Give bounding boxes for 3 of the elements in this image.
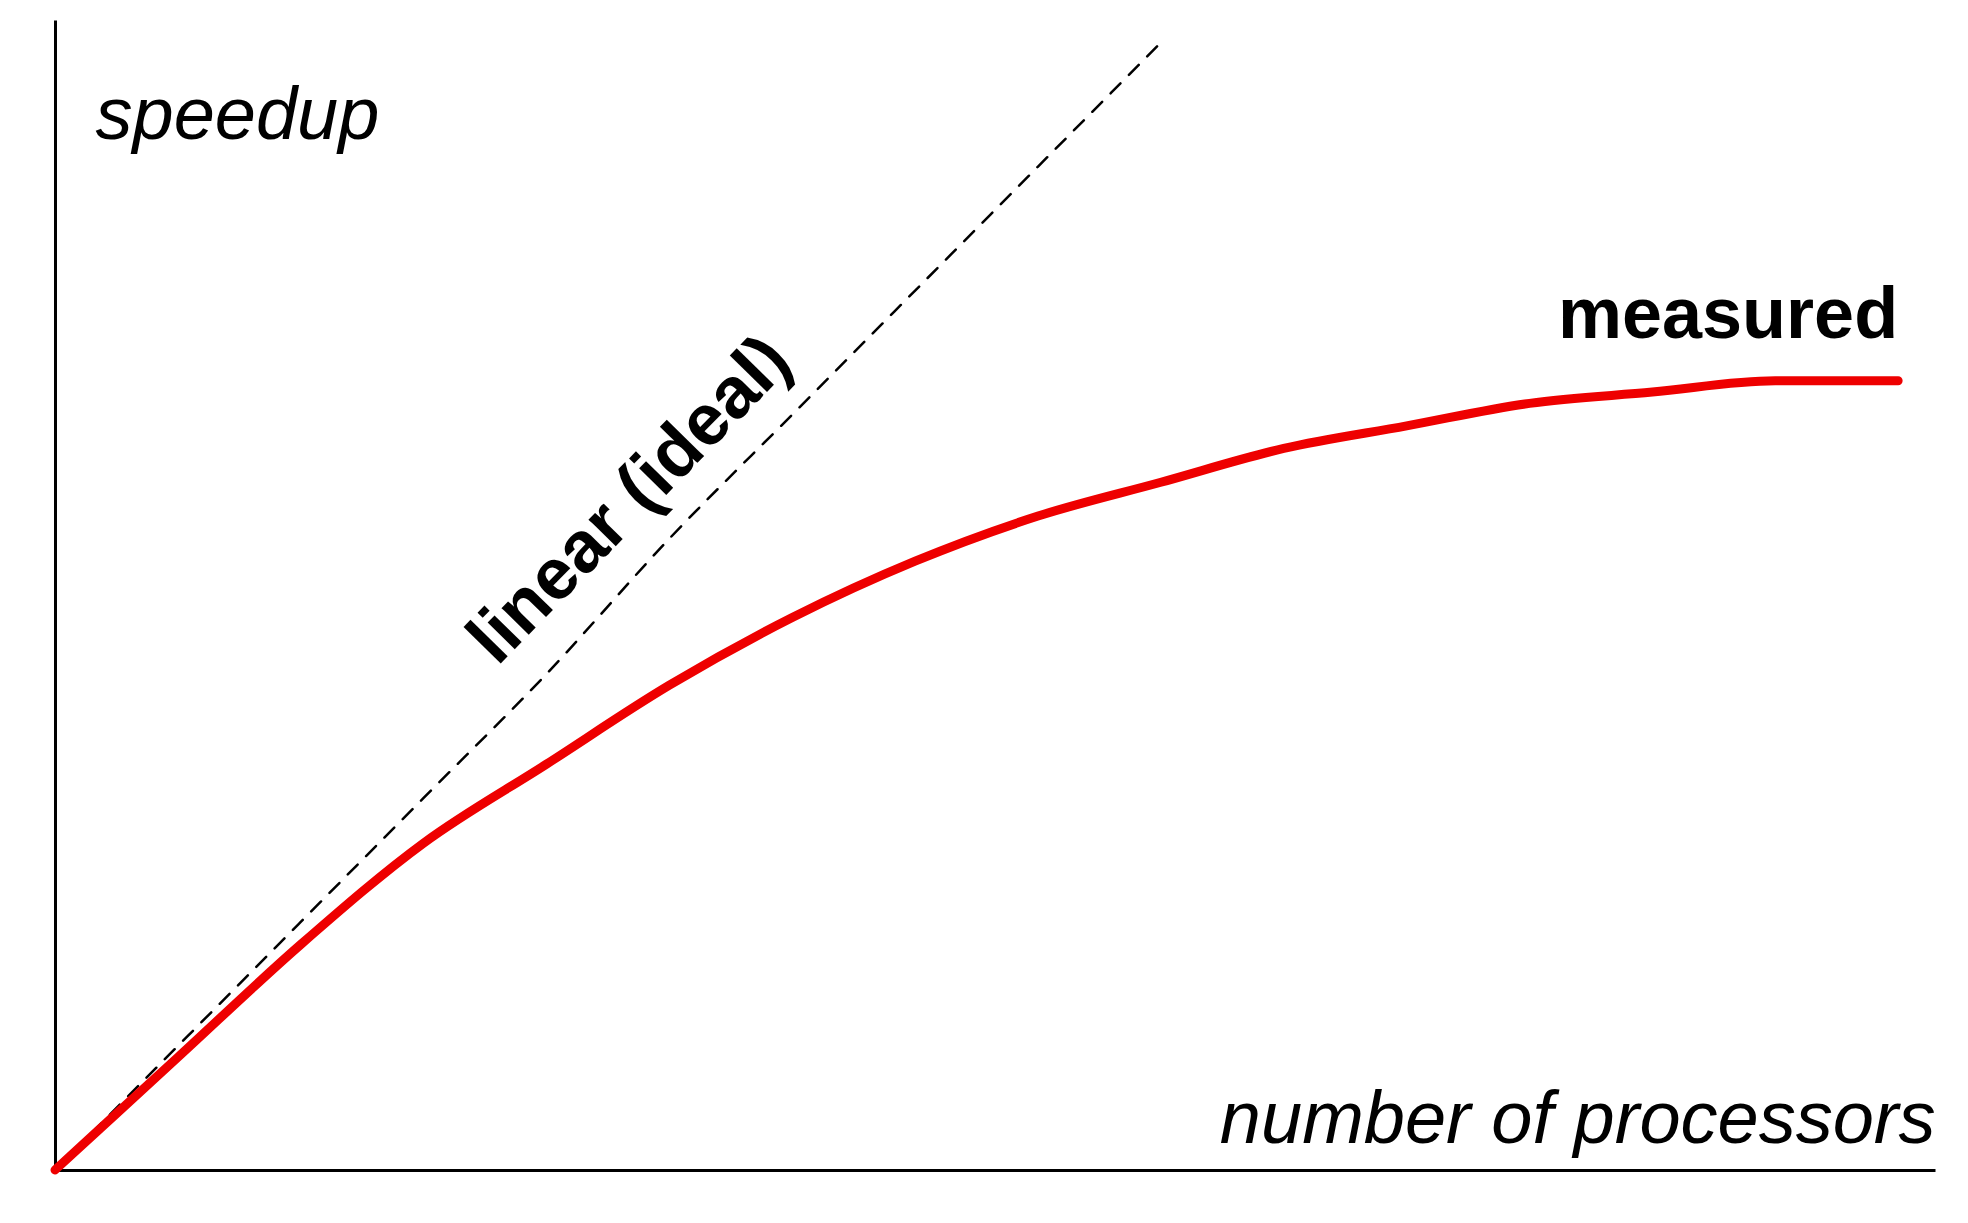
series-label: measured <box>1557 272 1899 353</box>
y-axis-title: speedup <box>95 71 380 155</box>
x-axis-title: number of processors <box>1219 1075 1936 1159</box>
